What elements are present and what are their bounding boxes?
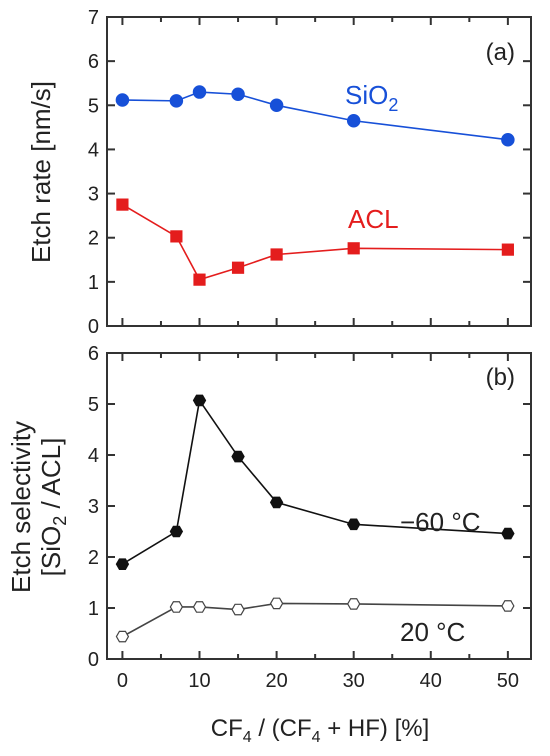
panel-a-series-0-point: [346, 113, 361, 128]
panel-b-series: [115, 394, 515, 643]
panel-a-y-tick-label: 7: [88, 7, 99, 29]
panel-b-series-0-point: [231, 450, 245, 463]
panel-a-y-tick-label: 6: [88, 51, 99, 73]
panel-a-series-0-point: [169, 94, 184, 108]
panel-b-series-0-point: [346, 518, 361, 531]
series-label-20: 20 °C: [400, 617, 465, 647]
panel-a-series-0-point: [192, 85, 207, 99]
panel-a-series-0-point: [501, 132, 515, 147]
panel-b-y-tick-label: 5: [88, 394, 99, 416]
panel-b-y-tick-label: 2: [88, 547, 99, 569]
panel-b-x-ticks: 0 10 20 30 40 50: [117, 353, 519, 692]
panel-b-y-tick-label: 4: [88, 445, 99, 467]
panel-b-series-1-point: [501, 600, 515, 612]
panel-b: 0 1 2 3 4 5 6 0 10 20 30 40 50 (b) −60 °C 20 °C Etc…: [6, 343, 532, 692]
panel-a-tag: (a): [486, 39, 515, 66]
series-label-minus60: −60 °C: [400, 507, 481, 537]
x-tick-label: 20: [265, 670, 287, 692]
panel-b-series-0-point: [169, 525, 184, 538]
panel-a-y-ticks: 0 1 2 3 4 5 6 7: [88, 7, 531, 338]
x-tick-label: 50: [497, 670, 519, 692]
panel-b-y-label-line2-pre: [SiO: [36, 526, 66, 577]
x-axis-label-pre: CF: [211, 715, 243, 742]
panel-a-series-0-point: [269, 98, 284, 113]
x-axis-label-post: + HF) [%]: [321, 715, 430, 742]
panel-b-y-label-line1: Etch selectivity: [6, 421, 36, 593]
panel-a-series-0-point: [115, 93, 130, 107]
panel-a-series-1-point: [170, 230, 183, 243]
panel-b-y-tick-label: 1: [88, 598, 99, 620]
panel-a-y-tick-label: 0: [88, 316, 99, 338]
panel-a-series-1-point: [116, 198, 129, 211]
panel-a-series-0-point: [231, 87, 245, 101]
x-tick-label: 30: [343, 670, 365, 692]
panel-b-series-1-point: [115, 630, 130, 643]
series-label-sio2: SiO2: [345, 80, 398, 115]
panel-b-tag: (b): [486, 364, 515, 391]
panel-a-y-label: Etch rate [nm/s]: [26, 81, 56, 263]
panel-b-y-tick-label: 3: [88, 496, 99, 518]
panel-a-y-tick-label: 2: [88, 228, 99, 250]
panel-a-series-1-point: [231, 261, 245, 274]
panel-b-series-0-point: [501, 527, 515, 540]
panel-a-y-tick-label: 3: [88, 184, 99, 206]
panel-b-y-label-line2-post: / ACL]: [36, 438, 66, 516]
panel-a-series: [115, 85, 515, 286]
panel-a-y-tick-label: 1: [88, 272, 99, 294]
panel-b-series-0-point: [115, 558, 130, 570]
series-label-sio2-base: SiO: [345, 80, 388, 110]
panel-a-x-ticks: [121, 17, 509, 326]
panel-b-series-1-point: [192, 601, 207, 613]
panel-b-y-tick-label: 6: [88, 343, 99, 365]
panel-b-y-label-line2-sub: 2: [50, 516, 70, 526]
x-tick-label: 40: [420, 670, 442, 692]
panel-b-series-1-point: [169, 601, 184, 613]
x-axis-label-sub1: 4: [243, 729, 252, 746]
panel-a-y-tick-label: 4: [88, 139, 99, 161]
panel-a-series-1-point: [347, 242, 360, 255]
panel-b-series-1-point: [346, 598, 361, 610]
panel-a-series-1-point: [501, 243, 514, 256]
x-axis-label-mid: / (CF: [252, 715, 312, 742]
panel-b-y-ticks: 0 1 2 3 4 5 6: [88, 343, 531, 671]
panel-b-y-label-line2: [SiO2 / ACL]: [36, 438, 70, 577]
panel-b-series-0-point: [192, 394, 207, 407]
panel-b-series-0-point: [269, 496, 284, 509]
x-axis-label-sub2: 4: [312, 729, 321, 746]
panel-a-y-tick-label: 5: [88, 95, 99, 117]
x-tick-label: 0: [117, 670, 128, 692]
panel-b-series-0-line: [122, 398, 508, 565]
panel-b-frame: [106, 352, 532, 660]
panel-b-series-1-point: [231, 603, 245, 616]
panel-a-series-1-point: [270, 248, 283, 261]
x-tick-label: 10: [188, 670, 210, 692]
panel-b-series-1-point: [269, 597, 284, 610]
x-axis-label: CF4 / (CF4 + HF) [%]: [211, 715, 430, 746]
panel-a-frame: [106, 16, 532, 327]
series-label-acl: ACL: [348, 204, 399, 234]
panel-a-series-1-point: [193, 273, 206, 286]
panel-b-y-tick-label: 0: [88, 649, 99, 671]
series-label-sio2-sub: 2: [388, 95, 398, 115]
